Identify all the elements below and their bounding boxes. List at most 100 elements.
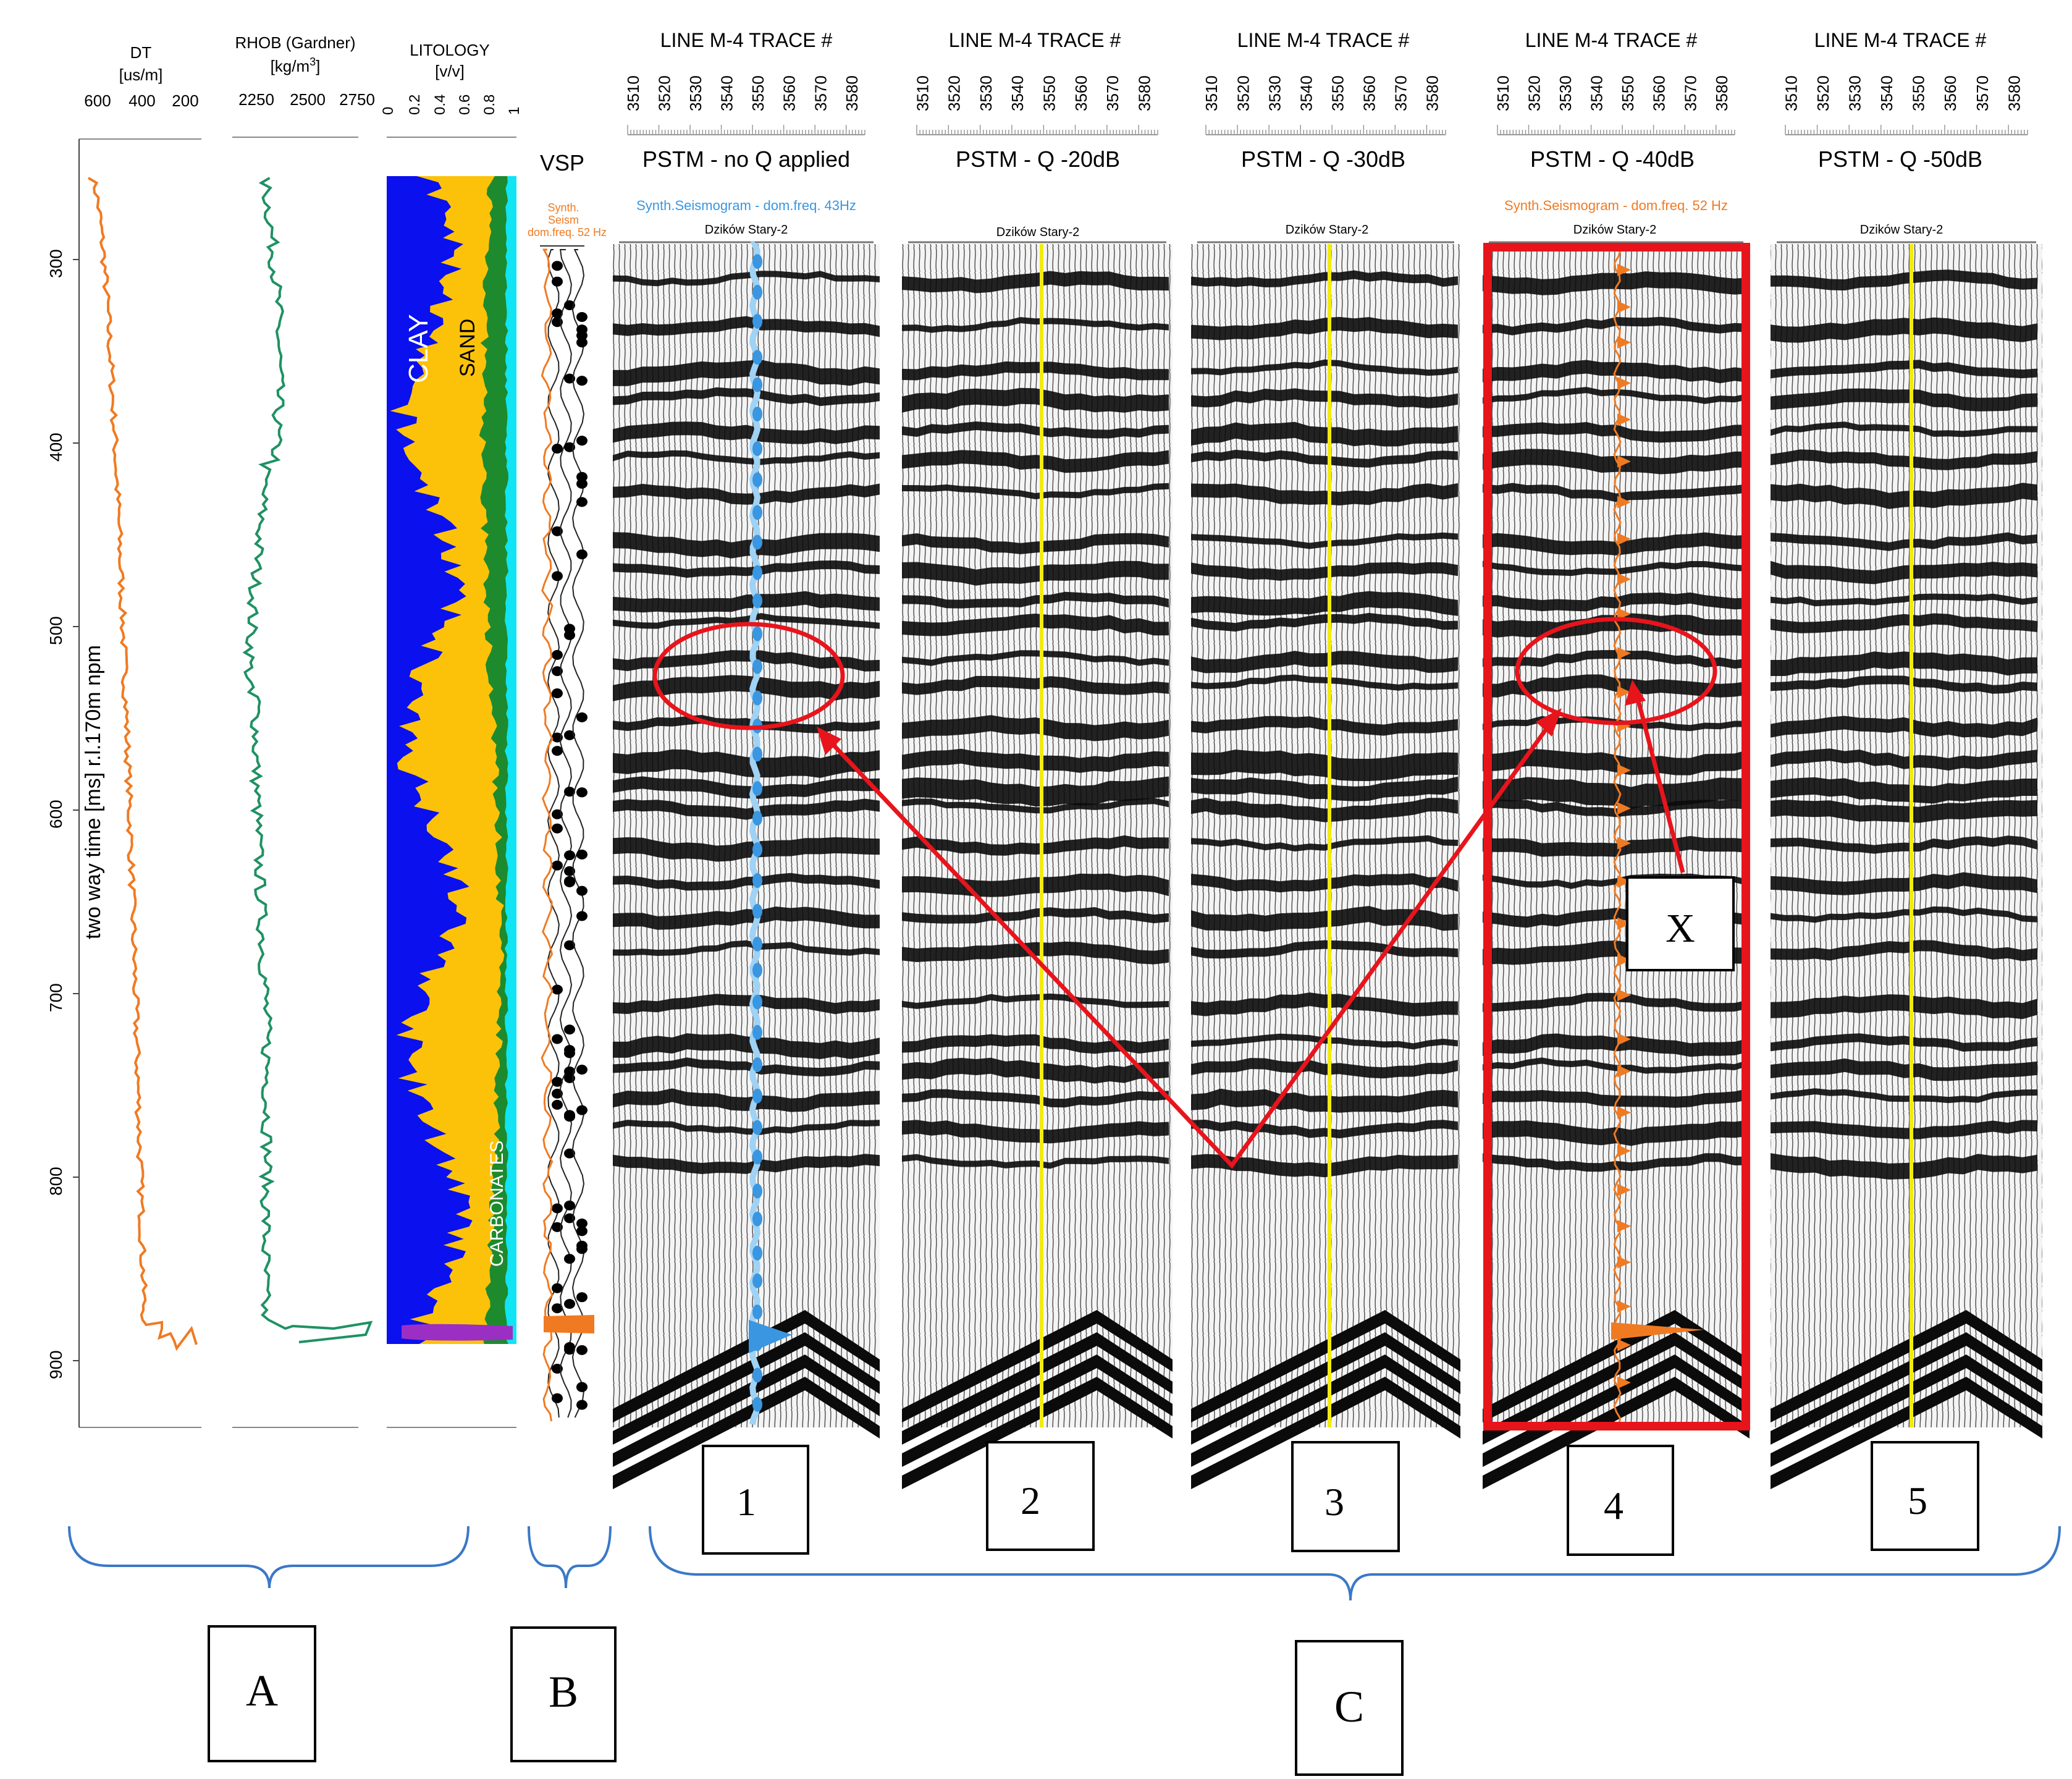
reflector-band [1771, 483, 2037, 509]
trace-tick-label: 3560 [1941, 75, 1960, 111]
reflector-band [1771, 1033, 2037, 1052]
seismic-background [1483, 244, 1750, 1427]
panel-1-title: PSTM - no Q applied [642, 146, 850, 172]
synthetic-strong-peak [749, 1320, 792, 1353]
trace-tick-label: 3550 [1040, 75, 1059, 111]
reflector-band [613, 271, 880, 287]
reflector-band [1191, 1058, 1458, 1079]
trace-tick-label: 3510 [1202, 75, 1221, 111]
trace-tick-label: 3560 [1360, 75, 1379, 111]
vsp-peak [564, 1299, 575, 1309]
reflector-band [1771, 560, 2037, 585]
reflector-band [902, 748, 1169, 773]
seismic-background [902, 244, 1173, 1427]
panel-4-highlight-frame [1483, 243, 1750, 1430]
reflector-band [1483, 483, 1750, 502]
synthetic-peak [752, 746, 762, 762]
panel-well-labels: Dzików Stary-2 Dzików Stary-2 Dzików Sta… [705, 223, 1943, 239]
panel-number-boxes: 1 2 3 4 5 [702, 1441, 1979, 1556]
synthetic-peak [1617, 1033, 1631, 1046]
reflector-band [1771, 449, 2037, 470]
dt-tick-label: 400 [128, 91, 155, 110]
synthetic-peak [1617, 1256, 1631, 1269]
panel-2-header: LINE M-4 TRACE # [949, 29, 1121, 51]
annotations: X [652, 243, 1750, 1430]
rhob-log-curve [242, 177, 373, 1343]
panel-4-synth-label: Synth.Seismogram - dom.freq. 52 Hz [1504, 198, 1728, 213]
vsp-peak [576, 885, 587, 896]
trace-tick-label: 3550 [749, 75, 767, 111]
synthetic-peak [1617, 336, 1631, 349]
trace-tick-label: 3560 [780, 75, 799, 111]
dt-title: DT [130, 43, 152, 62]
synthetic-peak [752, 1088, 762, 1104]
reflector-band [902, 483, 1169, 499]
x-label-box [1626, 876, 1735, 971]
litology-tick-label: 0.4 [432, 95, 449, 115]
ellipse-panel-1 [652, 622, 845, 730]
synthetic-peak [1617, 1220, 1631, 1233]
reflector-band [902, 715, 1169, 742]
vsp-peak [576, 471, 587, 482]
vsp-synthetic-curve [541, 248, 554, 1422]
dt-unit: [us/m] [119, 65, 163, 84]
synthetic-peak [752, 1397, 762, 1412]
vsp-peak [576, 1345, 587, 1355]
vsp-peak [552, 1203, 563, 1214]
vsp-peak [576, 436, 587, 446]
synthetic-peak [752, 350, 762, 365]
log-dt-track: DT [us/m] 600 400 200 [79, 43, 201, 1428]
synthetic-peak [752, 1120, 762, 1135]
vsp-peak [564, 877, 575, 887]
synthetic-peak [752, 1183, 762, 1199]
reflector-band [1771, 799, 2037, 823]
trace-tick-label: 3520 [1234, 75, 1252, 111]
time-tick-label: 700 [46, 983, 65, 1012]
reflector-band [902, 835, 1169, 856]
panel-4-header: LINE M-4 TRACE # [1525, 29, 1698, 51]
trace-tick-label: 3570 [1392, 75, 1410, 111]
vsp-peak [576, 549, 587, 560]
synthetic-peak [1617, 1144, 1631, 1157]
synthetic-peak [1617, 802, 1631, 815]
reflector-band [613, 749, 880, 778]
vsp-synth-label: Synth. [547, 201, 579, 214]
rhob-tick-label: 2500 [290, 90, 326, 109]
synthetic-peak [1617, 1376, 1631, 1389]
synthetic-peak [752, 781, 762, 797]
vsp-peak [576, 337, 587, 348]
reflector-band [1191, 1088, 1458, 1113]
dt-log-curve [87, 177, 198, 1351]
vsp-peak [576, 849, 587, 860]
vsp-peak [552, 571, 563, 581]
reflector-band [613, 1088, 880, 1112]
synthetic-peak [752, 314, 762, 329]
synthetic-seismogram-line [749, 241, 761, 1425]
carbonates-label: CARBONATES [487, 1141, 507, 1267]
synthetic-strong-peak [1611, 1322, 1704, 1340]
panel-1-section: 3510 3520 3530 3540 3550 3560 3570 3580 [613, 75, 880, 1489]
trace-tick-label: 3540 [1877, 75, 1896, 111]
reflector-band [613, 1154, 880, 1174]
synthetic-peak [752, 535, 762, 550]
panel-5-number: 5 [1908, 1479, 1927, 1523]
vsp-peak [564, 1148, 575, 1159]
reflector-band [1771, 748, 2037, 771]
synthetic-peak [1617, 377, 1631, 389]
synthetic-peak [1617, 1338, 1631, 1351]
synthetic-peak [752, 377, 762, 392]
vsp-peak [564, 1254, 575, 1264]
reflector-band [902, 798, 1169, 814]
reflector-band [613, 650, 880, 672]
vsp-peak [564, 787, 575, 797]
vsp-synth-label: Seism [548, 214, 579, 226]
reflector-band [1483, 1153, 1750, 1172]
reflector-band [1191, 1154, 1458, 1178]
panel-5-well-label: Dzików Stary-2 [1860, 223, 1943, 237]
vsp-peak [552, 308, 563, 319]
vsp-peak [576, 497, 587, 507]
reflector-band [1483, 1033, 1750, 1057]
litology-tick-label: 0 [380, 107, 397, 115]
reflector-band [1771, 994, 2037, 1020]
synthetic-peak [752, 565, 762, 580]
